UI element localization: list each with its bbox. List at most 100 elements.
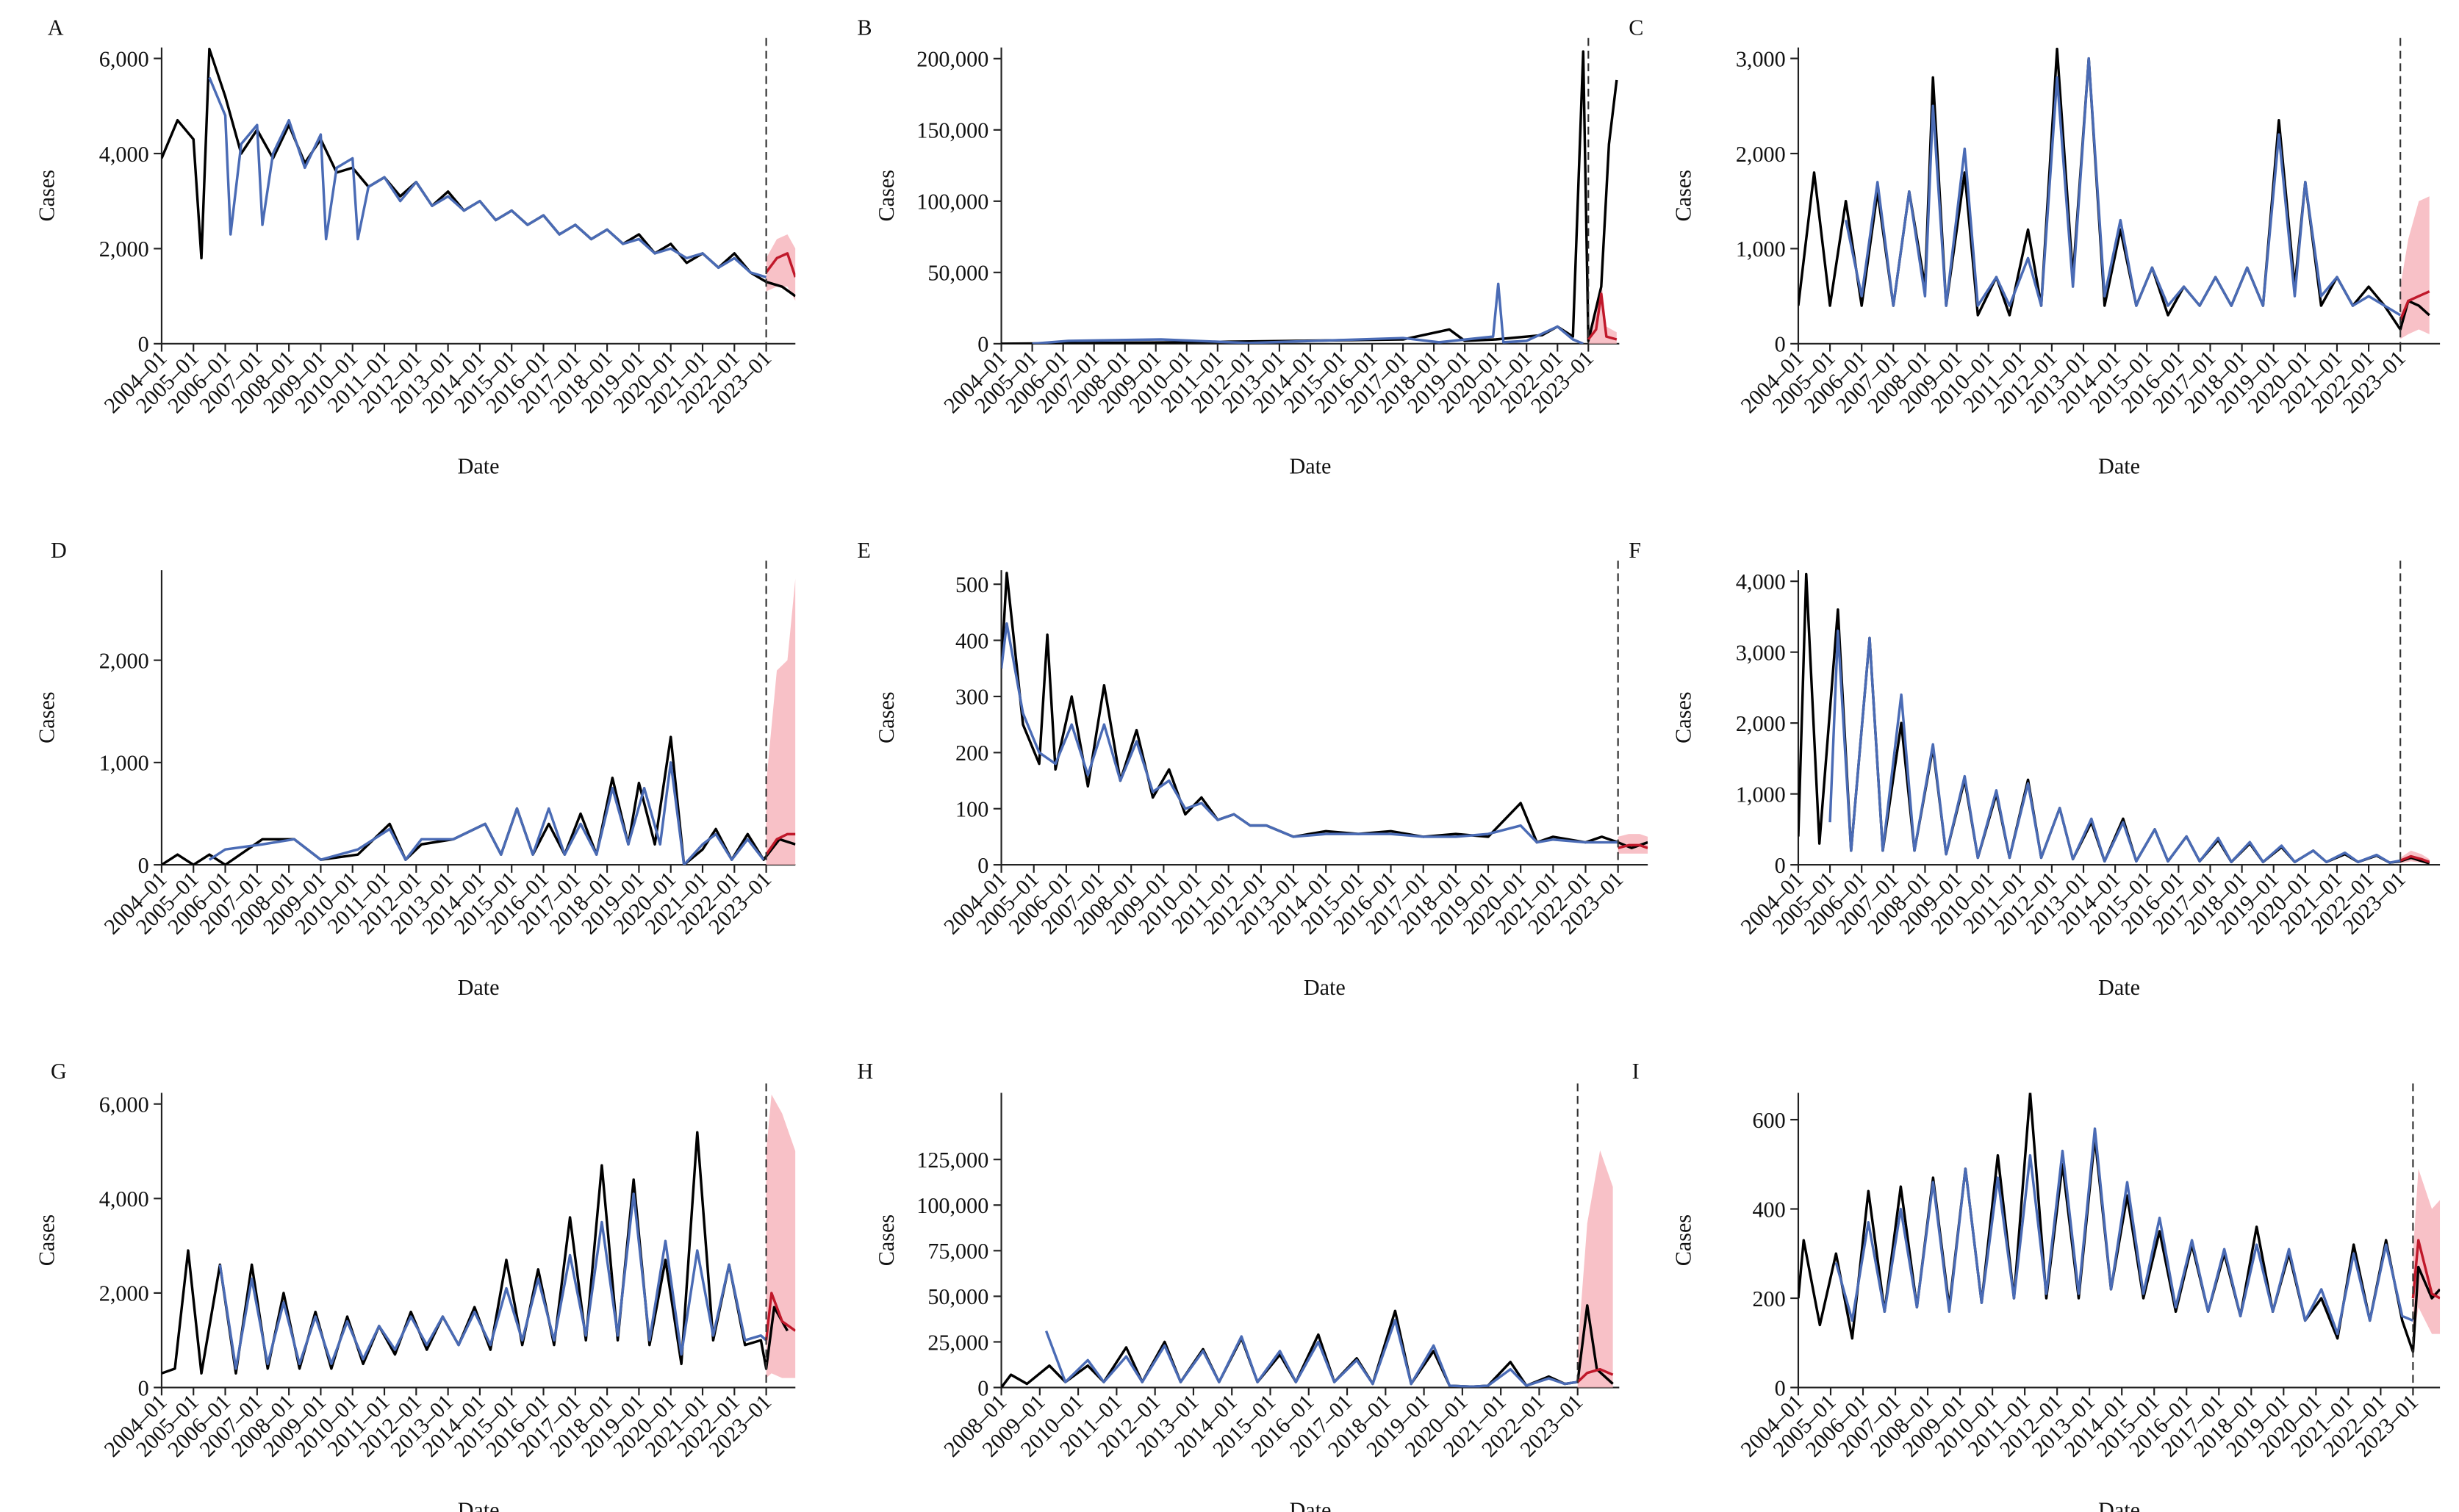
y-tick-label: 0 <box>1775 853 1786 878</box>
series-line <box>1001 50 1618 344</box>
y-tick-label: 75,000 <box>927 1239 988 1264</box>
y-tick-label: 1,000 <box>1736 782 1786 807</box>
series-line <box>764 1292 796 1341</box>
y-axis-title: Cases <box>874 170 899 221</box>
y-tick-label: 0 <box>977 853 988 878</box>
series-line <box>208 761 765 865</box>
panel-label: E <box>857 538 870 563</box>
y-tick-label: 0 <box>977 332 988 357</box>
plot-area <box>161 47 796 301</box>
series-line <box>2411 1239 2441 1300</box>
y-tick-label: 200 <box>955 741 988 766</box>
panel-label: I <box>1632 1059 1640 1084</box>
y-axis-title: Cases <box>34 1214 59 1266</box>
series-line <box>2399 290 2430 321</box>
y-axis-title: Cases <box>874 1214 899 1266</box>
panel-label: B <box>857 15 872 40</box>
y-tick-label: 100 <box>955 797 988 822</box>
plot-area <box>161 578 796 865</box>
y-tick-label: 6,000 <box>99 1092 149 1117</box>
y-tick-label: 3,000 <box>1736 46 1786 71</box>
series-line <box>1001 572 1648 849</box>
x-axis-title: Date <box>458 454 500 479</box>
series-line <box>1587 292 1618 341</box>
x-axis-title: Date <box>2098 454 2140 479</box>
series-line <box>1001 622 1618 844</box>
series-line <box>2399 854 2430 863</box>
panel-label: G <box>51 1059 67 1084</box>
y-tick-label: 200 <box>1752 1286 1785 1311</box>
panel-label: H <box>857 1059 873 1084</box>
y-axis-title: Cases <box>874 691 899 743</box>
panel: FCasesDate01,0002,0003,0004,0002004–0120… <box>1629 538 2441 1000</box>
y-tick-label: 6,000 <box>99 46 149 71</box>
series-line <box>1618 843 1648 849</box>
y-tick-label: 50,000 <box>927 1284 988 1309</box>
series-line <box>1032 282 1584 344</box>
x-axis-title: Date <box>2098 975 2140 1000</box>
series-line <box>161 1131 789 1375</box>
y-tick-label: 0 <box>1775 332 1786 357</box>
forecast-interval <box>1577 1150 1613 1388</box>
panel: BCasesDate050,000100,000150,000200,00020… <box>857 15 1620 479</box>
y-tick-label: 1,000 <box>99 751 149 776</box>
panel: ACasesDate02,0004,0006,0002004–012005–01… <box>34 15 796 479</box>
y-tick-label: 0 <box>1775 1375 1786 1400</box>
series-line <box>1044 1318 1578 1388</box>
series-line <box>1844 57 2402 317</box>
y-tick-label: 100,000 <box>916 1193 988 1218</box>
y-tick-label: 0 <box>138 1375 149 1400</box>
y-tick-label: 200,000 <box>916 47 988 72</box>
series-line <box>1576 1367 1614 1383</box>
series-line <box>218 1192 767 1370</box>
x-axis-title: Date <box>1289 1497 1331 1512</box>
series-line <box>1834 1127 2414 1336</box>
panel: ECasesDate01002003004005002004–012005–01… <box>857 538 1648 1000</box>
panel-label: C <box>1629 15 1643 40</box>
forecast-interval <box>766 578 796 865</box>
panel: ICasesDate02004006002004–012005–012006–0… <box>1632 1059 2441 1512</box>
y-tick-label: 2,000 <box>1736 142 1786 167</box>
plot-area <box>1798 1092 2441 1353</box>
y-tick-label: 1,000 <box>1736 237 1786 262</box>
plot-area <box>1001 1150 1614 1388</box>
y-tick-label: 2,000 <box>1736 711 1786 736</box>
series-line <box>1798 572 2430 865</box>
plot-area <box>161 1094 796 1378</box>
panel-label: D <box>51 538 67 563</box>
series-line <box>1828 629 2401 864</box>
y-axis-title: Cases <box>1670 1214 1695 1266</box>
y-tick-label: 300 <box>955 685 988 710</box>
series-line <box>1798 1092 2441 1353</box>
y-tick-label: 4,000 <box>99 1187 149 1212</box>
forecast-interval <box>1618 834 1648 854</box>
y-tick-label: 400 <box>955 628 988 653</box>
y-tick-label: 25,000 <box>927 1330 988 1355</box>
y-axis-title: Cases <box>1670 170 1695 221</box>
y-tick-label: 500 <box>955 572 988 597</box>
panel: DCasesDate01,0002,0002004–012005–012006–… <box>34 538 796 1000</box>
y-tick-label: 2,000 <box>99 1281 149 1306</box>
x-axis-title: Date <box>458 1497 500 1512</box>
series-line <box>208 76 767 278</box>
panel-label: F <box>1629 538 1641 563</box>
panel: GCasesDate02,0004,0006,0002004–012005–01… <box>34 1059 796 1512</box>
y-tick-label: 3,000 <box>1736 640 1786 665</box>
y-tick-label: 125,000 <box>916 1148 988 1173</box>
y-tick-label: 0 <box>977 1375 988 1400</box>
panel: CCasesDate01,0002,0003,0002004–012005–01… <box>1629 15 2441 479</box>
series-line <box>1001 1304 1614 1388</box>
series-line <box>1798 47 2430 331</box>
plot-area <box>1001 572 1648 854</box>
plot-area <box>1798 47 2430 339</box>
y-tick-label: 0 <box>138 332 149 357</box>
y-axis-title: Cases <box>1670 691 1695 743</box>
y-tick-label: 2,000 <box>99 648 149 673</box>
series-line <box>161 47 796 298</box>
x-axis-title: Date <box>458 975 500 1000</box>
y-tick-label: 100,000 <box>916 190 988 215</box>
y-tick-label: 4,000 <box>99 142 149 167</box>
x-axis-title: Date <box>1289 454 1331 479</box>
